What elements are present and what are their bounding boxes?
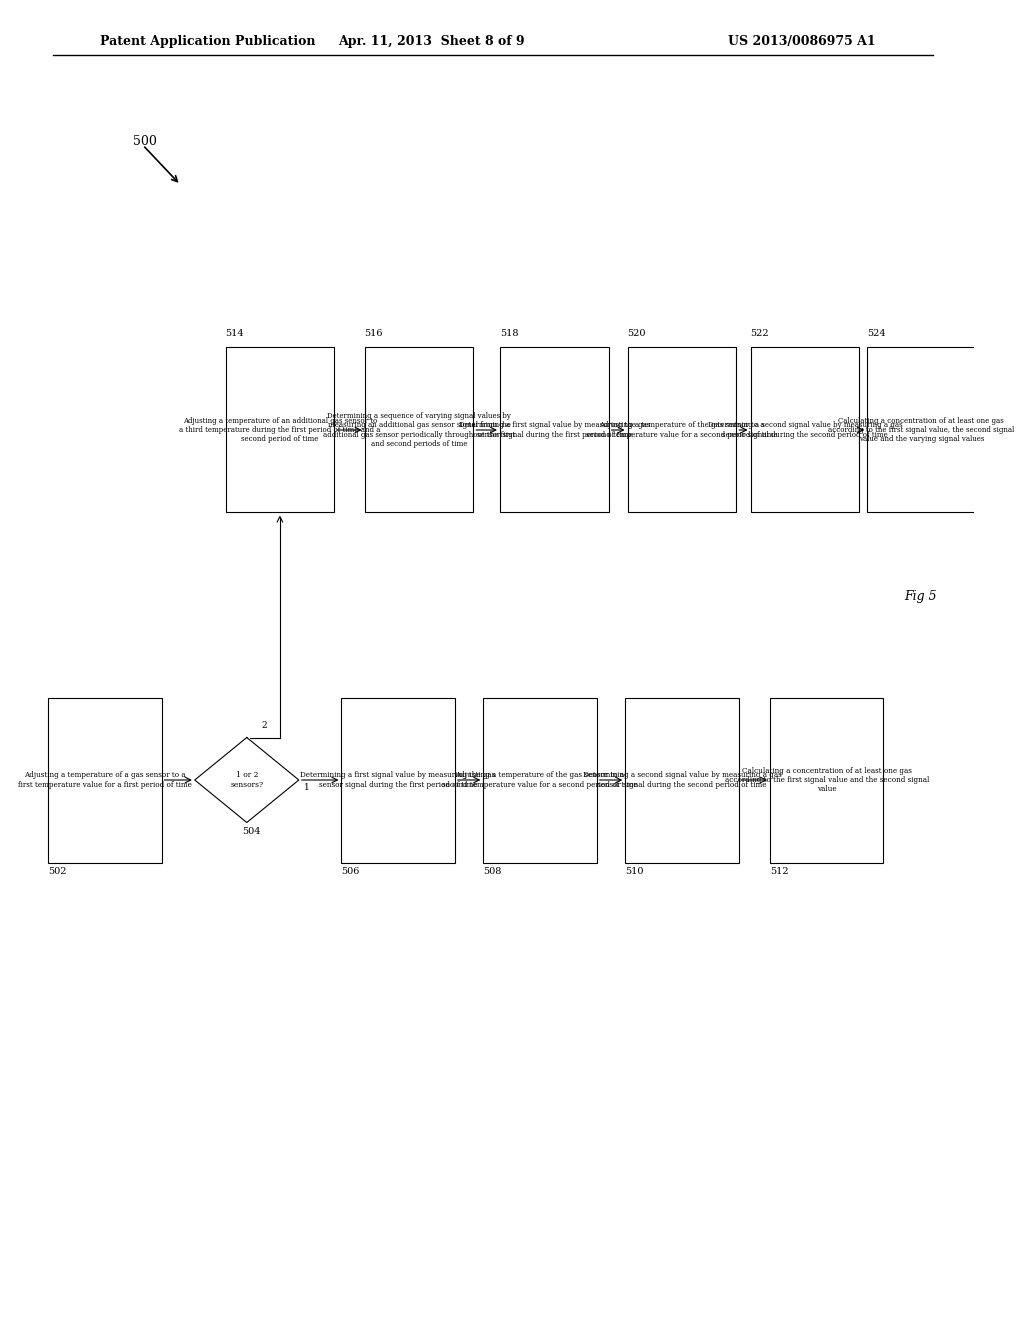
Text: Calculating a concentration of at least one gas
according to the first signal va: Calculating a concentration of at least … bbox=[725, 767, 929, 793]
Text: Adjusting a temperature of the gas sensor to a
second temperature value for a se: Adjusting a temperature of the gas senso… bbox=[442, 771, 638, 788]
Text: Apr. 11, 2013  Sheet 8 of 9: Apr. 11, 2013 Sheet 8 of 9 bbox=[338, 36, 524, 48]
FancyBboxPatch shape bbox=[48, 697, 162, 862]
Text: Determining a second signal value by measuring a gas
sensor signal during the se: Determining a second signal value by mea… bbox=[708, 421, 902, 438]
Text: Patent Application Publication: Patent Application Publication bbox=[100, 36, 315, 48]
Text: 500: 500 bbox=[133, 135, 157, 148]
Text: 524: 524 bbox=[867, 329, 886, 338]
Text: Determining a first signal value by measuring the gas
sensor signal during the f: Determining a first signal value by meas… bbox=[459, 421, 650, 438]
Text: 508: 508 bbox=[483, 867, 502, 876]
Text: Determining a first signal value by measuring the gas
sensor signal during the f: Determining a first signal value by meas… bbox=[300, 771, 496, 788]
Text: Adjusting a temperature of the gas sensor to a
second temperature value for a se: Adjusting a temperature of the gas senso… bbox=[586, 421, 778, 438]
Text: Adjusting a temperature of an additional gas sensor to
a third temperature durin: Adjusting a temperature of an additional… bbox=[179, 417, 381, 444]
Text: 506: 506 bbox=[341, 867, 359, 876]
FancyBboxPatch shape bbox=[500, 347, 608, 512]
Text: 1 or 2
sensors?: 1 or 2 sensors? bbox=[230, 771, 263, 788]
Text: 514: 514 bbox=[225, 329, 244, 338]
Text: 510: 510 bbox=[626, 867, 644, 876]
Text: 522: 522 bbox=[751, 329, 769, 338]
FancyBboxPatch shape bbox=[483, 697, 597, 862]
FancyBboxPatch shape bbox=[341, 697, 455, 862]
Text: 520: 520 bbox=[628, 329, 646, 338]
FancyBboxPatch shape bbox=[770, 697, 884, 862]
Text: 512: 512 bbox=[770, 867, 788, 876]
FancyBboxPatch shape bbox=[225, 347, 334, 512]
FancyBboxPatch shape bbox=[365, 347, 473, 512]
Text: 2: 2 bbox=[261, 721, 266, 730]
Text: Adjusting a temperature of a gas sensor to a
first temperature value for a first: Adjusting a temperature of a gas sensor … bbox=[18, 771, 191, 788]
Text: 504: 504 bbox=[242, 828, 260, 837]
FancyBboxPatch shape bbox=[867, 347, 976, 512]
Text: 1: 1 bbox=[303, 783, 309, 792]
Text: Calculating a concentration of at least one gas
according to the first signal va: Calculating a concentration of at least … bbox=[828, 417, 1015, 444]
Text: Determining a second signal value by measuring a gas
sensor signal during the se: Determining a second signal value by mea… bbox=[583, 771, 781, 788]
Text: 502: 502 bbox=[48, 867, 67, 876]
FancyBboxPatch shape bbox=[751, 347, 859, 512]
Text: Determining a sequence of varying signal values by
measuring an additional gas s: Determining a sequence of varying signal… bbox=[323, 412, 515, 447]
Text: 518: 518 bbox=[500, 329, 518, 338]
FancyBboxPatch shape bbox=[626, 697, 738, 862]
Text: US 2013/0086975 A1: US 2013/0086975 A1 bbox=[728, 36, 876, 48]
FancyBboxPatch shape bbox=[628, 347, 736, 512]
Text: 516: 516 bbox=[365, 329, 383, 338]
Polygon shape bbox=[195, 738, 299, 822]
Text: Fig 5: Fig 5 bbox=[904, 590, 937, 603]
